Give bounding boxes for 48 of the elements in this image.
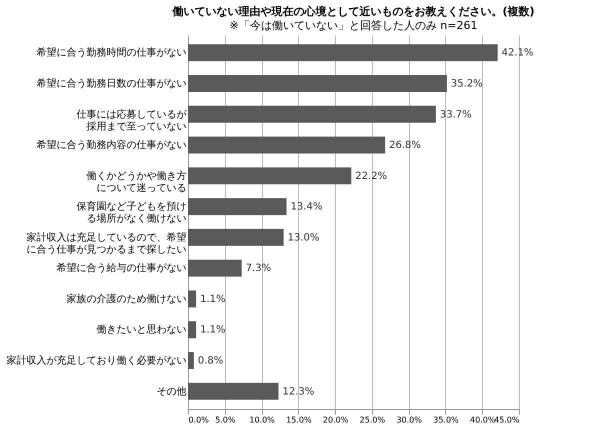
data-label: 7.3% <box>246 263 272 274</box>
data-label: 0.8% <box>198 356 224 367</box>
bar <box>188 198 287 216</box>
bar <box>188 382 278 400</box>
data-label: 13.0% <box>288 232 320 244</box>
y-tick-label: その他 <box>156 385 186 398</box>
x-tick-label: 40.0% <box>470 416 496 424</box>
bar <box>188 260 242 277</box>
y-tick-label: 希望に合う勤務内容の仕事がない <box>36 139 186 152</box>
x-tick-label: 30.0% <box>396 416 422 424</box>
y-tick-label: 家計収入は充足しているので、希望に合う仕事が見つかるまで探したい <box>26 231 186 256</box>
y-tick-label: 希望に合う給与の仕事がない <box>56 262 186 274</box>
bar <box>188 106 436 123</box>
x-tick-label: 45.0% <box>494 416 520 424</box>
x-tick-label: 15.0% <box>286 416 312 424</box>
data-label: 1.1% <box>200 294 226 305</box>
bar <box>188 352 194 369</box>
bar <box>188 228 284 246</box>
data-label: 1.1% <box>200 324 226 336</box>
x-tick-label: 20.0% <box>322 416 349 424</box>
data-label: 13.4% <box>290 202 322 213</box>
data-label: 33.7% <box>440 109 472 120</box>
bar <box>188 167 352 184</box>
chart-title: 働いていない理由や現在の心境として近いものをお教えください。(複数) <box>171 5 535 18</box>
y-tick-label: 働きたいと思わない <box>96 324 186 336</box>
x-tick-label: 10.0% <box>249 416 276 424</box>
x-tick-label: 5.0% <box>215 416 236 424</box>
data-label: 12.3% <box>282 386 314 398</box>
y-tick-label: 家計収入が充足しており働く必要がない <box>6 354 186 367</box>
chart-subtitle: ※「今は働いていない」と回答した人のみ n=261 <box>230 19 478 32</box>
y-tick-label: 保育園など子どもを預ける場所がなく働けない <box>76 200 186 225</box>
bar <box>188 75 447 92</box>
data-label: 26.8% <box>389 140 421 152</box>
y-tick-label: 家族の介護のため働けない <box>66 292 186 305</box>
y-tick-label: 希望に合う勤務日数の仕事がない <box>36 77 186 90</box>
y-tick-label: 希望に合う勤務時間の仕事がない <box>36 46 186 59</box>
bar <box>188 321 196 338</box>
y-tick-label: 働くかどうかや働き方について迷っている <box>86 170 186 194</box>
x-tick-label: 0.0% <box>188 416 210 424</box>
x-tick-label: 25.0% <box>360 416 386 424</box>
data-label: 35.2% <box>450 78 483 90</box>
bar <box>188 290 196 308</box>
data-label: 42.1% <box>502 48 534 59</box>
bar <box>188 44 498 62</box>
bar <box>188 136 386 154</box>
x-tick-label: 35.0% <box>433 416 460 424</box>
y-tick-label: 仕事には応募しているが採用まで至っていない <box>76 108 188 132</box>
data-label: 22.2% <box>355 170 388 182</box>
